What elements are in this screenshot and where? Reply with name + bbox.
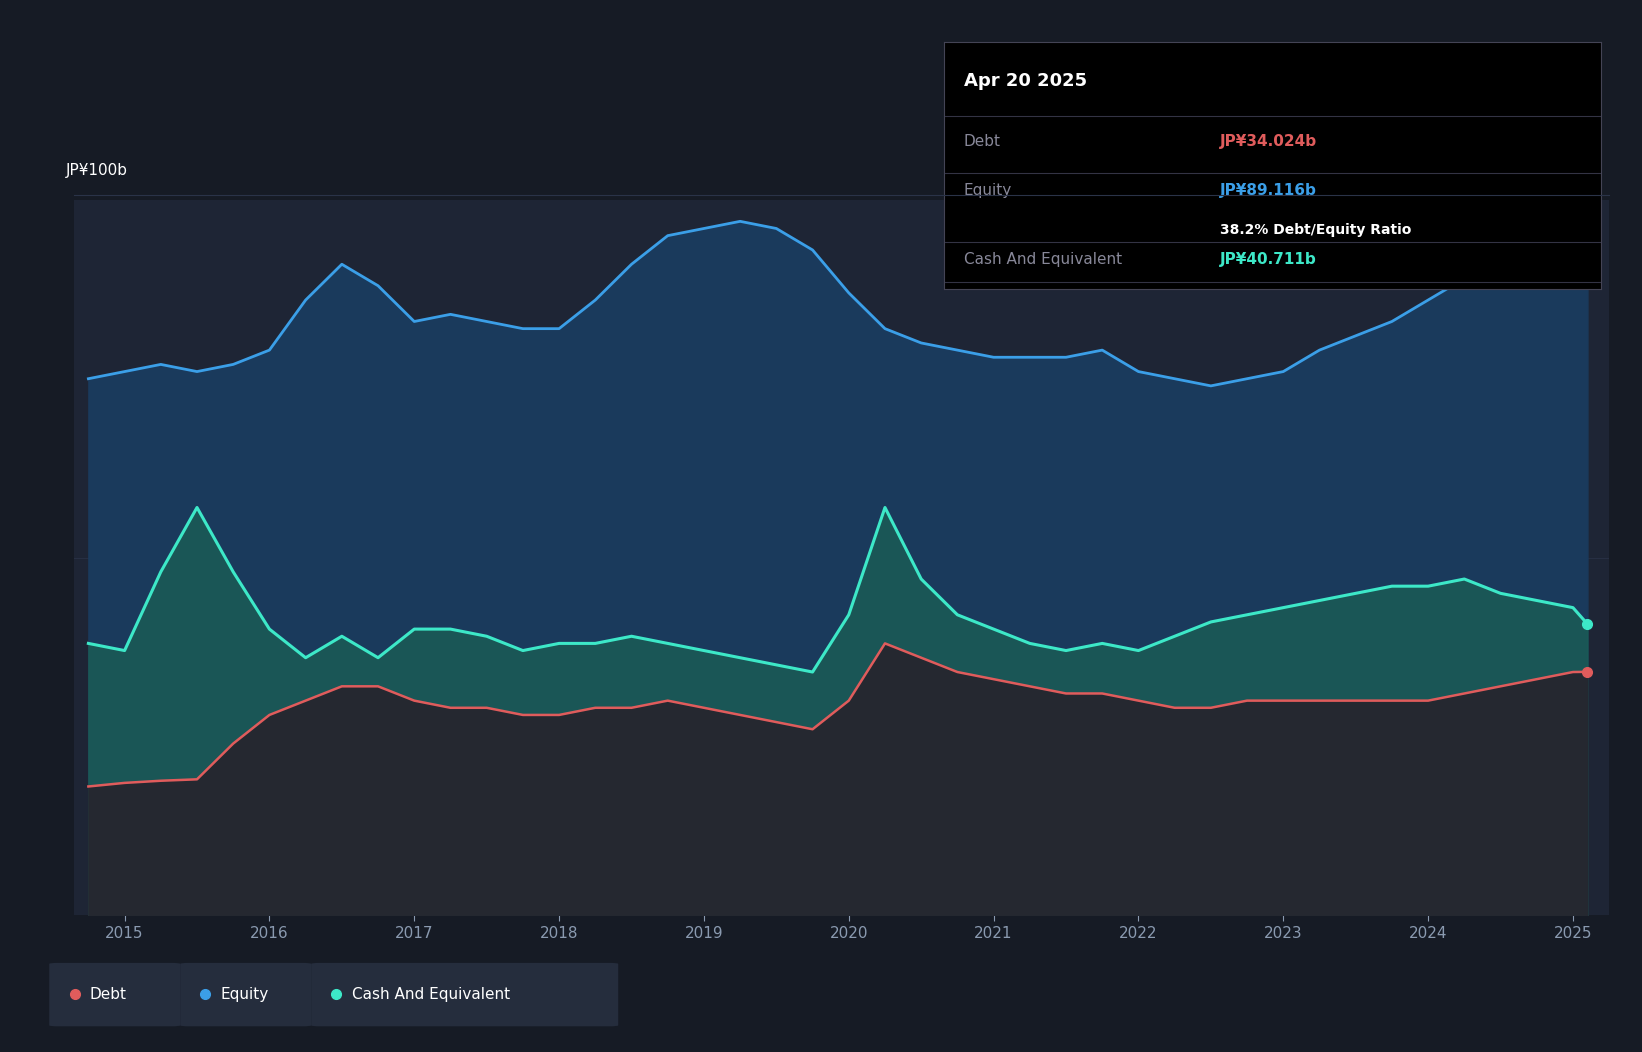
Text: JP¥34.024b: JP¥34.024b bbox=[1220, 134, 1317, 148]
Text: JP¥40.711b: JP¥40.711b bbox=[1220, 252, 1317, 267]
Text: JP¥89.116b: JP¥89.116b bbox=[1220, 183, 1317, 198]
Text: Debt: Debt bbox=[90, 987, 126, 1002]
FancyBboxPatch shape bbox=[181, 963, 312, 1027]
Text: Equity: Equity bbox=[220, 987, 269, 1002]
FancyBboxPatch shape bbox=[49, 963, 181, 1027]
Text: Cash And Equivalent: Cash And Equivalent bbox=[351, 987, 511, 1002]
FancyBboxPatch shape bbox=[312, 963, 619, 1027]
Text: Cash And Equivalent: Cash And Equivalent bbox=[964, 252, 1121, 267]
Text: Debt: Debt bbox=[964, 134, 1002, 148]
Text: Apr 20 2025: Apr 20 2025 bbox=[964, 72, 1087, 89]
Text: 38.2% Debt/Equity Ratio: 38.2% Debt/Equity Ratio bbox=[1220, 223, 1412, 237]
Text: Equity: Equity bbox=[964, 183, 1011, 198]
Text: JP¥0: JP¥0 bbox=[66, 966, 99, 980]
Text: JP¥100b: JP¥100b bbox=[66, 163, 128, 179]
